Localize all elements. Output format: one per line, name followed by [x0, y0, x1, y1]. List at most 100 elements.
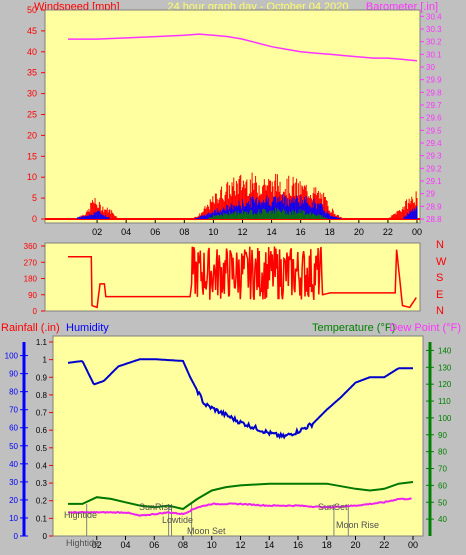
temperature-tick-label: 100 — [438, 414, 452, 423]
event-label-sunset: SunSet — [318, 502, 348, 512]
windspeed-ticks: 0 5 10 15 20 25 30 35 40 45 50 — [27, 5, 45, 224]
rainfall-tick-label: 0.7 — [36, 409, 48, 418]
humidity-x-tick-label: 00 — [408, 540, 418, 550]
humidity-x-tick-label: 06 — [149, 540, 159, 550]
rainfall-tick-label: 0.2 — [36, 497, 48, 506]
barometer-tick-label: 28.9 — [426, 202, 442, 211]
humidity-plot-area — [52, 335, 424, 537]
windspeed-tick-label: 35 — [27, 68, 37, 78]
temperature-tick-label: 110 — [438, 397, 451, 406]
temperature-tick-label: 120 — [438, 380, 452, 389]
humidity-x-tick-label: 18 — [322, 540, 332, 550]
wind-x-tick-label: 20 — [354, 227, 364, 237]
rainfall-tick-label: 0.8 — [36, 391, 48, 400]
humidity-x-tick-label: 14 — [264, 540, 274, 550]
event-label-hightide-1: Hightide — [64, 510, 97, 520]
wind-x-tick-label: 02 — [92, 227, 102, 237]
windspeed-tick-label: 10 — [27, 172, 37, 182]
barometer-tick-label: 30 — [426, 63, 435, 72]
dewpoint-axis-title: Dew Point (°F) — [389, 322, 461, 334]
windspeed-tick-label: 0 — [32, 214, 37, 224]
humidity-axis-title: Humidity — [66, 322, 109, 334]
temperature-tick-label: 80 — [438, 448, 447, 457]
rainfall-axis-title: Rainfall (.in) — [1, 322, 60, 334]
temperature-tick-label: 140 — [438, 346, 452, 355]
rainfall-tick-label: 0.3 — [36, 479, 48, 488]
direction-tick-label: 0 — [33, 307, 38, 316]
humidity-x-tick-label: 16 — [293, 540, 303, 550]
windspeed-tick-label: 20 — [27, 130, 37, 140]
barometer-tick-label: 29.8 — [426, 88, 442, 97]
barometer-tick-label: 29.6 — [426, 114, 442, 123]
humidity-tick-label: 0 — [14, 532, 19, 541]
direction-series — [68, 246, 417, 309]
rainfall-tick-label: 0.1 — [36, 514, 48, 523]
barometer-tick-label: 29.3 — [426, 152, 442, 161]
barometer-tick-label: 29.5 — [426, 126, 442, 135]
rainfall-tick-label: 1.1 — [36, 338, 48, 347]
temperature-tick-label: 70 — [438, 465, 447, 474]
barometer-line — [68, 33, 418, 62]
wind-x-tick-label: 16 — [296, 227, 306, 237]
temperature-tick-label: 40 — [438, 515, 447, 524]
windspeed-tick-label: 50 — [27, 5, 37, 15]
dewpoint-line — [67, 497, 412, 517]
temperature-ticks: 40 50 60 70 80 90 100 110 120 130 140 — [426, 346, 452, 524]
barometer-ticks: 28.8 28.9 29 29.1 29.2 29.3 29.4 29.5 29.6 29.7 29… — [420, 12, 442, 224]
rainfall-ticks: 0 0.1 0.2 0.3 0.4 0.5 0.6 0.7 0.8 0.9 1 1.1 — [36, 338, 53, 541]
barometer-tick-label: 29.9 — [426, 76, 442, 85]
wind-x-tick-label: 04 — [121, 227, 131, 237]
event-label-sunrise: SunRise — [139, 502, 173, 512]
compass-label-w: W — [436, 256, 447, 268]
temperature-tick-label: 130 — [438, 363, 452, 372]
wind-x-tick-label: 12 — [237, 227, 247, 237]
windspeed-tick-label: 30 — [27, 89, 37, 99]
direction-ticks: 0 90 180 270 360 — [24, 242, 45, 316]
humidity-x-tick-label: 22 — [379, 540, 389, 550]
humidity-x-tick-label: 20 — [350, 540, 360, 550]
wind-x-tick-label: 14 — [267, 227, 277, 237]
windspeed-tick-label: 15 — [27, 151, 37, 161]
barometer-tick-label: 29.4 — [426, 139, 442, 148]
humidity-temperature-series — [67, 358, 414, 517]
humidity-x-tick-label: 04 — [120, 540, 130, 550]
humidity-tick-label: 60 — [9, 424, 18, 433]
direction-tick-label: 180 — [24, 275, 38, 284]
compass-label-s: S — [436, 272, 443, 284]
humidity-tick-label: 10 — [9, 514, 18, 523]
wind-direction-panel: 0 90 180 270 360 N W S E N — [24, 239, 447, 317]
event-label-moonset: Moon Set — [187, 526, 226, 536]
windspeed-tick-label: 25 — [27, 110, 37, 120]
wind-barometer-panel: Windspeed [mph] 24 hour graph day - Octo… — [27, 1, 442, 237]
windspeed-tick-label: 45 — [27, 26, 37, 36]
temperature-tick-label: 90 — [438, 431, 447, 440]
barometer-tick-label: 29.7 — [426, 101, 442, 110]
rainfall-tick-label: 0.9 — [36, 373, 48, 382]
wind-bars — [77, 172, 418, 219]
humidity-x-ticks: 02 04 06 08 10 12 14 16 18 20 22 00 — [92, 536, 418, 550]
event-label-moonrise: Moon Rise — [336, 520, 379, 530]
compass-label-e: E — [436, 289, 443, 301]
rain-axis-bar — [22, 342, 432, 536]
event-label-lowtide: Lowtide — [162, 515, 193, 525]
humidity-ticks: 0 10 20 30 40 50 60 70 80 90 100 — [5, 352, 28, 541]
humidity-x-tick-label: 10 — [207, 540, 217, 550]
humidity-tick-label: 100 — [5, 352, 19, 361]
temperature-line — [68, 481, 414, 511]
humidity-tick-label: 90 — [9, 370, 18, 379]
compass-label-n-bottom: N — [436, 305, 444, 317]
temperature-tick-label: 60 — [438, 481, 447, 490]
barometer-tick-label: 28.8 — [426, 215, 442, 224]
rainfall-tick-label: 0.5 — [36, 444, 48, 453]
wind-direction-line — [68, 246, 417, 309]
barometer-tick-label: 29.1 — [426, 177, 442, 186]
humidity-tick-label: 20 — [9, 496, 18, 505]
humidity-line — [67, 358, 413, 440]
wind-x-tick-label: 08 — [179, 227, 189, 237]
humidity-x-tick-label: 02 — [92, 540, 102, 550]
wind-x-tick-label: 18 — [325, 227, 335, 237]
temperature-axis-title: Temperature (°F) — [312, 322, 395, 334]
wind-x-tick-label: 00 — [412, 227, 422, 237]
humidity-tick-label: 30 — [9, 478, 18, 487]
